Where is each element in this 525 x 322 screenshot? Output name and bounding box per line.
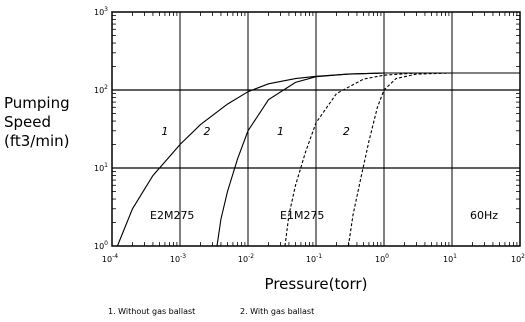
x-tick-label: 10-1: [306, 253, 322, 264]
model-label-e2m275: E2M275: [150, 209, 194, 222]
axis-ticks: 10-4 10-3 10-2 10-1 100 101 102 100 101 102 103: [94, 6, 525, 264]
y-tick-label: 100: [94, 240, 108, 251]
x-axis-label: Pressure(torr): [265, 275, 368, 293]
curve-labels: 1 2 1 2: [161, 125, 349, 138]
x-tick-label: 102: [511, 253, 525, 264]
y-axis-label-line-2: Speed: [4, 113, 51, 131]
curve-number-label: 2: [204, 125, 211, 138]
curve-number-label: 1: [277, 125, 284, 138]
model-label-e1m275: E1M275: [280, 209, 324, 222]
y-axis-label-line-1: Pumping: [4, 94, 70, 112]
pumping-curve-3: [284, 72, 520, 247]
x-tick-label: 10-4: [102, 253, 118, 264]
curve-number-label: 2: [343, 125, 350, 138]
x-tick-label: 10-2: [238, 253, 254, 264]
pumping-curve-4: [347, 72, 520, 247]
x-tick-label: 101: [443, 253, 457, 264]
y-tick-label: 103: [94, 6, 108, 17]
footnote-with-gas-ballast: 2. With gas ballast: [240, 307, 314, 316]
y-axis-label-line-3: (ft3/min): [4, 132, 70, 150]
footnote-without-gas-ballast: 1. Without gas ballast: [108, 307, 195, 316]
x-tick-label: 10-3: [170, 253, 186, 264]
frequency-label: 60Hz: [470, 209, 498, 222]
y-tick-label: 101: [94, 162, 108, 173]
data-curves: [116, 72, 520, 247]
grid-lines: [112, 12, 520, 246]
x-tick-label: 100: [375, 253, 389, 264]
y-tick-label: 102: [94, 84, 108, 95]
curve-number-label: 1: [161, 125, 168, 138]
pumping-curve-2: [216, 72, 520, 247]
